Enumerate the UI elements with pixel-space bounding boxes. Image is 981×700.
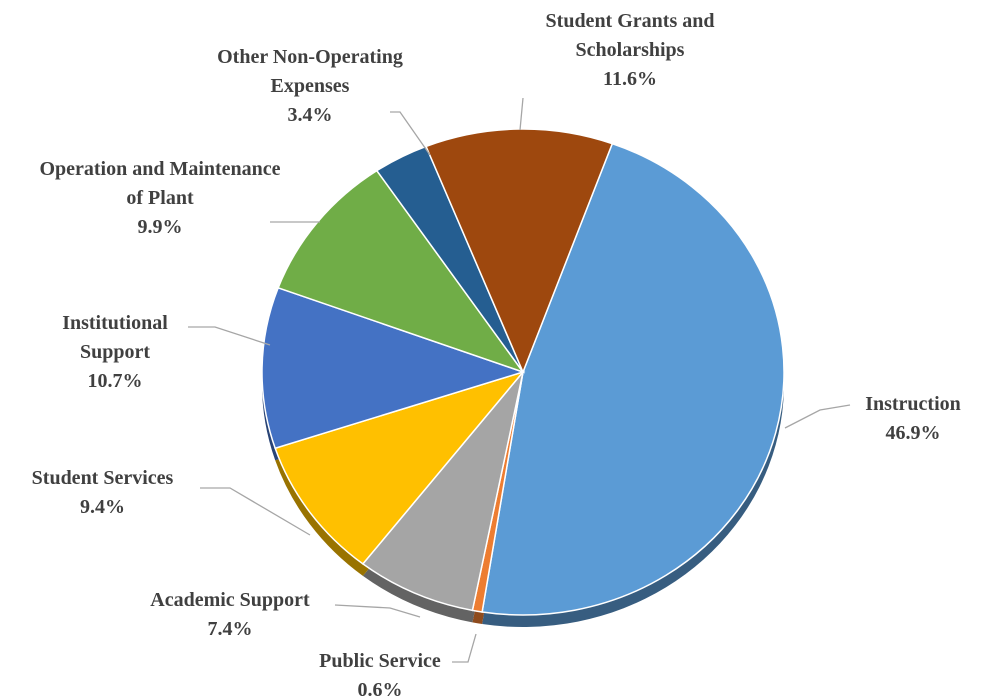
category-label: Public Service [319, 650, 441, 672]
value-label: 11.6% [603, 68, 657, 90]
leader-line [390, 111, 431, 156]
category-label: Student Grants and Scholarships [545, 10, 715, 61]
data-label: Institutional Support 10.7% [35, 309, 195, 396]
slice [274, 370, 526, 565]
value-label: 46.9% [885, 422, 941, 444]
slice [425, 128, 614, 374]
value-label: 7.4% [207, 618, 253, 640]
data-label: Other Non-Operating Expenses 3.4% [210, 43, 410, 130]
data-label: Instruction 46.9% [848, 390, 978, 448]
data-label: Public Service 0.6% [290, 647, 470, 700]
value-label: 9.9% [137, 216, 183, 238]
leader-line [200, 487, 311, 536]
leader-line [452, 633, 477, 663]
leader-line [334, 604, 421, 618]
data-label: Academic Support 7.4% [120, 586, 340, 644]
leader-line [188, 326, 271, 346]
category-label: Student Services [31, 467, 174, 489]
value-label: 3.4% [287, 104, 333, 126]
category-label: Operation and Maintenance of Plant [39, 158, 281, 209]
slice [261, 286, 526, 450]
category-label: Institutional Support [62, 312, 168, 363]
data-label: Operation and Maintenance of Plant 9.9% [30, 155, 290, 242]
slice [361, 371, 524, 612]
data-label: Student Services 9.4% [0, 464, 205, 522]
value-label: 10.7% [87, 370, 143, 392]
leader-line [784, 404, 851, 429]
value-label: 9.4% [80, 496, 125, 518]
category-label: Instruction [865, 393, 961, 415]
value-label: 0.6% [357, 679, 403, 700]
category-label: Other Non-Operating Expenses [217, 46, 403, 97]
slice [481, 142, 785, 616]
leader-line [519, 97, 524, 131]
data-label: Student Grants and Scholarships 11.6% [490, 7, 770, 94]
category-label: Academic Support [150, 589, 310, 611]
